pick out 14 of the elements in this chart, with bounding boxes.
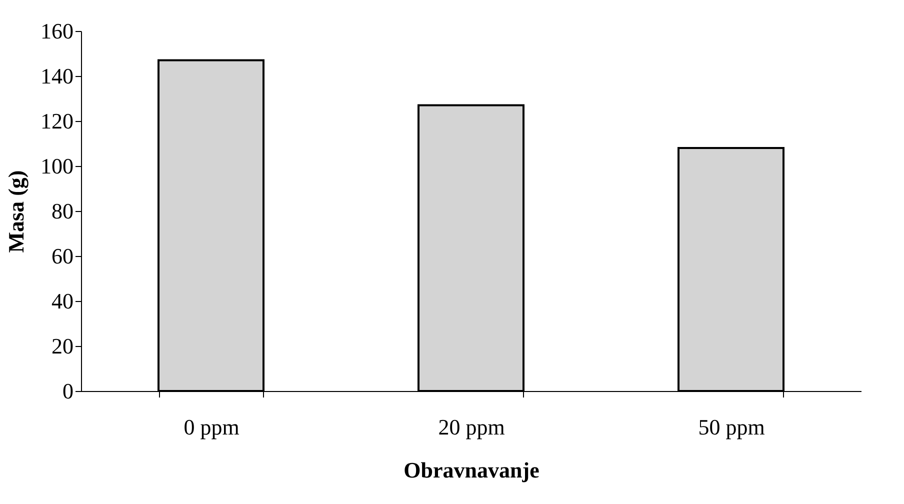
y-tick-label: 140 (40, 64, 74, 88)
x-tick-label: 50 ppm (698, 414, 765, 440)
y-tick-label: 100 (40, 154, 74, 178)
y-tick-label: 160 (40, 18, 74, 44)
y-tick-label: 0 (62, 378, 74, 404)
y-tick-label: 60 (52, 244, 74, 268)
y-tick-label: 120 (40, 108, 74, 134)
x-axis-title: Obravnavanje (404, 458, 540, 482)
x-tick-label: 0 ppm (184, 414, 240, 440)
y-tick-label: 40 (52, 288, 74, 314)
y-tick-label: 20 (52, 334, 74, 358)
y-tick-label: 80 (52, 198, 74, 224)
x-tick-label: 20 ppm (438, 414, 505, 440)
y-axis-title: Masa (g) (4, 170, 28, 253)
